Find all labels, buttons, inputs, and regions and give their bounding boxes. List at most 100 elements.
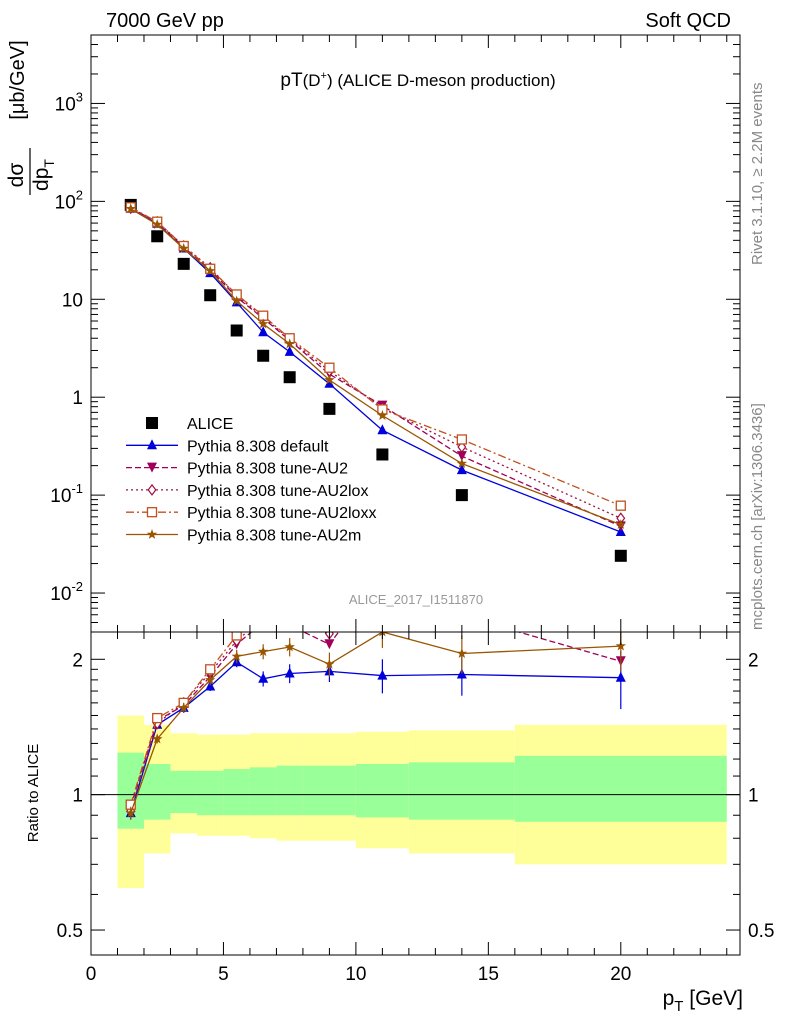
ratio-point (259, 607, 268, 616)
mcplots-credit-label: mcplots.cern.ch [arXiv:1306.3436] (749, 403, 766, 630)
legend-marker (147, 462, 157, 473)
ratio-point (152, 733, 163, 744)
y-tick-label: 10 (62, 290, 83, 311)
ratio-y-tick-label-right: 2 (748, 650, 759, 671)
green-band (223, 769, 250, 816)
ratio-point (231, 650, 242, 661)
ratio-frame (90, 631, 741, 956)
ratio-point (258, 646, 269, 657)
x-tick-label: 15 (478, 964, 499, 985)
ratio-y-tick-label: 2 (72, 650, 83, 671)
legend-marker (147, 483, 157, 496)
ratio-point (285, 620, 295, 630)
data-point (324, 362, 335, 373)
data-point (257, 349, 270, 362)
y-label-unit: [μb/GeV] (7, 40, 29, 119)
data-point (205, 265, 216, 276)
legend-label: Pythia 8.308 tune-AU2lox (187, 483, 368, 500)
ratio-x-axis-ticks: 0 5 10 15 20 (86, 632, 728, 985)
ratio-point (258, 672, 269, 683)
green-band (196, 770, 224, 816)
ratio-point (286, 619, 294, 629)
uncertainty-bands (117, 715, 727, 889)
header-right-label: Soft QCD (645, 10, 731, 32)
legend-label: Pythia 8.308 tune-AU2 (187, 461, 348, 478)
data-point (615, 519, 626, 529)
green-band (170, 770, 197, 814)
main-series-group (124, 198, 627, 562)
ratio-point (457, 535, 466, 544)
data-point (151, 230, 164, 243)
ratio-point (205, 674, 216, 685)
data-point (614, 549, 627, 562)
green-band (249, 767, 277, 816)
legend-entry: Pythia 8.308 tune-AU2m (126, 528, 361, 545)
ratio-point (615, 671, 626, 682)
x-tick-label: 20 (610, 964, 631, 985)
ratio-point (178, 702, 189, 713)
ratio-y-tick-label-right: 0.5 (748, 921, 774, 942)
data-point (178, 243, 189, 253)
legend-marker (146, 417, 158, 429)
data-point (377, 424, 388, 435)
main-y-axis-ticks: 10-2 10-1 1 10 102 103 (50, 43, 740, 624)
green-band (514, 755, 727, 822)
legend-marker (146, 507, 158, 518)
ratio-point (324, 658, 335, 669)
data-point (456, 464, 467, 475)
x-tick-label: 0 (86, 964, 97, 985)
series-pythia-8-308-tune-au2m (125, 203, 626, 529)
main-panel: pT(D+) (ALICE D-meson production) ALICE_… (50, 34, 741, 633)
y-label-denominator: dpT (30, 159, 57, 191)
ratio-point (284, 641, 295, 652)
data-point (230, 324, 243, 337)
data-point (323, 402, 336, 415)
x-tick-label: 10 (345, 964, 366, 985)
data-point (456, 434, 468, 445)
legend-entry: Pythia 8.308 tune-AU2 (126, 461, 348, 478)
ratio-point (458, 569, 466, 579)
legend-marker (146, 529, 158, 539)
ratio-point (152, 712, 163, 724)
ratio-point (205, 664, 216, 675)
main-y-axis-label: dσ dpT [μb/GeV] (5, 40, 57, 195)
data-point (258, 326, 269, 337)
ratio-point (284, 667, 295, 678)
ratio-point (377, 669, 388, 680)
ratio-point (379, 575, 387, 585)
data-point (284, 345, 295, 356)
ratio-point (231, 632, 242, 641)
ratio-y-axis-label: Ratio to ALICE (25, 744, 42, 842)
ratio-y-tick-label: 1 (72, 786, 83, 807)
series-line (130, 207, 622, 527)
ratio-point (259, 613, 267, 623)
data-point (456, 451, 467, 462)
legend-marker (147, 439, 157, 450)
green-band (408, 762, 515, 820)
x-axis-label: pT [GeV] (663, 987, 743, 1015)
legend-entry: Pythia 8.308 tune-AU2lox (126, 483, 368, 500)
ratio-point (377, 569, 387, 579)
analysis-watermark: ALICE_2017_I1511870 (349, 592, 483, 607)
legend-label: Pythia 8.308 tune-AU2m (187, 528, 361, 545)
data-point (125, 203, 136, 214)
ratio-point (456, 668, 467, 679)
main-x-axis-ticks (90, 35, 728, 632)
ratio-point (615, 640, 626, 651)
legend-label: ALICE (187, 416, 233, 433)
legend-entry: Pythia 8.308 tune-AU2loxx (126, 505, 376, 522)
rivet-version-label: Rivet 3.1.10, ≥ 2.2M events (749, 83, 766, 266)
data-point (376, 448, 389, 461)
data-point (455, 489, 468, 502)
green-band (143, 764, 171, 820)
ratio-line (130, 632, 621, 807)
y-tick-label: 10-2 (50, 579, 83, 605)
ratio-point (125, 807, 136, 818)
y-tick-label: 10-1 (50, 481, 83, 507)
data-point (152, 219, 163, 229)
header-left-label: 7000 GeV pp (106, 10, 224, 32)
y-tick-label: 1 (72, 388, 83, 409)
ratio-point (205, 680, 216, 691)
y-tick-label: 103 (55, 89, 83, 115)
